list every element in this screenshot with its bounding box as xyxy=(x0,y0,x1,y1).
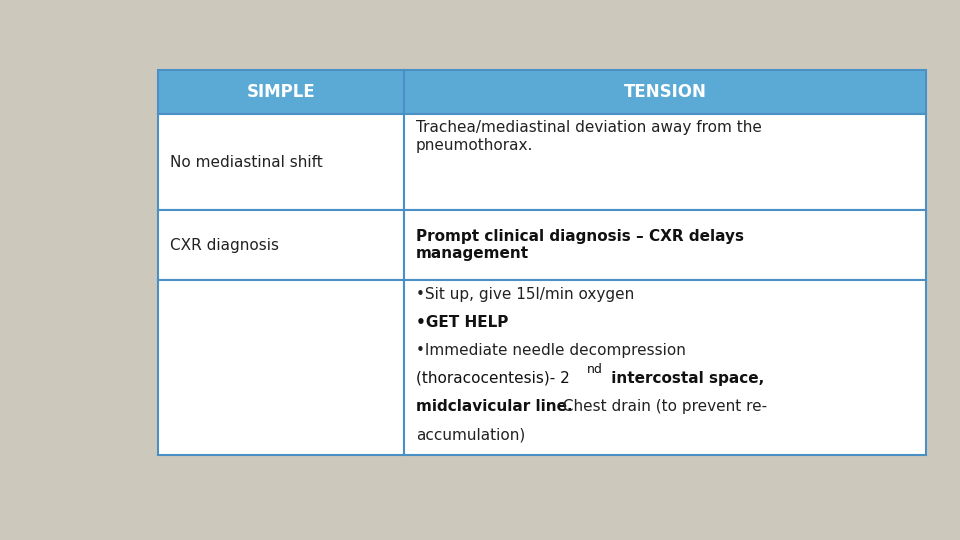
Text: •Sit up, give 15l/min oxygen: •Sit up, give 15l/min oxygen xyxy=(416,287,634,302)
Bar xyxy=(404,210,926,280)
Bar xyxy=(404,70,926,114)
Text: accumulation): accumulation) xyxy=(416,427,525,442)
Bar xyxy=(404,114,926,210)
Bar xyxy=(158,280,404,455)
Text: SIMPLE: SIMPLE xyxy=(247,83,316,101)
Text: nd: nd xyxy=(587,363,603,376)
Text: midclavicular line.: midclavicular line. xyxy=(416,399,572,414)
Text: Trachea/mediastinal deviation away from the
pneumothorax.: Trachea/mediastinal deviation away from … xyxy=(416,120,761,153)
Text: Prompt clinical diagnosis – CXR delays
management: Prompt clinical diagnosis – CXR delays m… xyxy=(416,229,744,261)
Bar xyxy=(404,280,926,455)
Bar xyxy=(158,114,404,210)
Text: (thoracocentesis)- 2: (thoracocentesis)- 2 xyxy=(416,371,569,386)
Text: TENSION: TENSION xyxy=(624,83,707,101)
Text: intercostal space,: intercostal space, xyxy=(606,371,764,386)
Text: •GET HELP: •GET HELP xyxy=(416,315,508,330)
Text: CXR diagnosis: CXR diagnosis xyxy=(170,238,279,253)
Text: Chest drain (to prevent re-: Chest drain (to prevent re- xyxy=(558,399,767,414)
Bar xyxy=(158,210,404,280)
Text: No mediastinal shift: No mediastinal shift xyxy=(170,154,323,170)
Text: •Immediate needle decompression: •Immediate needle decompression xyxy=(416,343,685,358)
Bar xyxy=(158,70,404,114)
